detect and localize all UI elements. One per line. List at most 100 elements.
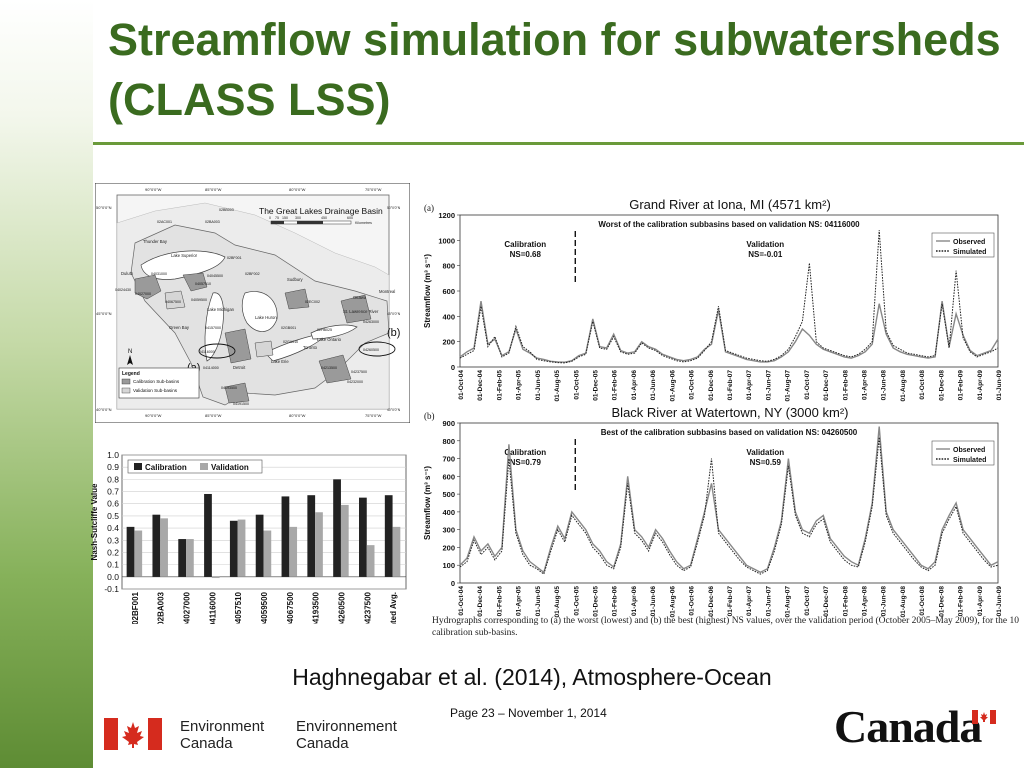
bar-category-label: Weighted Avg. — [389, 592, 398, 624]
map-legend-title: Legend — [122, 371, 140, 377]
bar-y-tick-label: 0.9 — [107, 462, 119, 472]
bar-y-tick-label: 0.0 — [107, 572, 119, 582]
left-latitude-label: 45°0'0"N — [96, 311, 112, 316]
map-station-label: 02GA010 — [283, 340, 298, 344]
map-place-label: Lake Erie — [271, 359, 289, 364]
hydrograph-x-tick-label: 01-Dec-08 — [938, 586, 945, 617]
bar-legend-swatch — [134, 463, 142, 470]
scale-unit: Kilometres — [355, 221, 372, 225]
map-station-label: 04059500 — [191, 298, 207, 302]
validation-ns: NS=-0.01 — [748, 250, 783, 259]
map-station-label: 04067500 — [165, 300, 181, 304]
footer-french-line2: Canada — [296, 735, 349, 752]
hydrograph-legend — [931, 232, 995, 258]
bar-calibration-04260500 — [333, 479, 341, 577]
map-station-label: 04193500 — [221, 386, 237, 390]
hydrograph-x-tick-label: 01-Dec-06 — [708, 370, 715, 401]
map-station-label: 04232000 — [347, 380, 363, 384]
hydrograph-y-tick-label: 800 — [442, 262, 455, 271]
bar-calibration-02BF001 — [126, 526, 135, 577]
scale-bar — [270, 220, 352, 225]
bar-y-tick-label: 0.5 — [107, 511, 119, 521]
bar-y-tick-label: 0.2 — [107, 547, 119, 557]
hydrograph-x-tick-label: 01-Jun-07 — [765, 586, 772, 617]
hydrograph-x-tick-label: 01-Aug-08 — [900, 370, 907, 402]
hydrograph-x-tick-label: 01-Jun-05 — [535, 370, 542, 401]
hydrograph-x-tick-label: 01-Dec-08 — [938, 370, 945, 401]
bar-legend-swatch — [200, 463, 208, 470]
hydrograph-y-tick-label: 0 — [451, 579, 455, 588]
hydrograph-y-tick-label: 300 — [442, 526, 455, 535]
map-legend-calibration: Calibration Sub-basins — [133, 379, 180, 384]
map-station-label: 04024430 — [115, 288, 131, 292]
map-place-label: Ottawa — [353, 295, 367, 300]
hydrograph-x-tick-label: 01-Aug-08 — [900, 586, 907, 618]
hydrograph-x-tick-label: 01-Jun-05 — [535, 586, 542, 617]
hydrograph-x-tick-label: 01-Apr-05 — [516, 586, 523, 616]
bar-category-label: 04059500 — [260, 591, 269, 624]
hydrograph-x-tick-label: 01-Jun-09 — [996, 370, 1003, 401]
hydrograph-legend-label: Simulated — [953, 457, 986, 464]
bar-validation-04027000 — [186, 539, 194, 577]
hydrograph-y-tick-label: 600 — [442, 472, 455, 481]
bar-category-label: 02BF001 — [131, 591, 140, 624]
bar-legend-label: Validation — [211, 463, 249, 472]
hydrograph-y-tick-label: 200 — [442, 543, 455, 552]
hydrograph-x-tick-label: 01-Apr-06 — [631, 370, 638, 400]
top-longitude-label: 75°0'0"W — [365, 187, 382, 192]
hydrograph-x-tick-label: 01-Jun-09 — [996, 586, 1003, 617]
map-station-label: 04114000 — [203, 366, 219, 370]
bar-calibration-04027000 — [178, 539, 187, 577]
map-station-label: 04031000 — [151, 272, 167, 276]
map-place-label: Detroit — [233, 365, 246, 370]
bar-y-tick-label: 0.6 — [107, 499, 119, 509]
hydrograph-x-tick-label: 01-Oct-08 — [919, 586, 926, 616]
hydrograph-x-tick-label: 01-Oct-04 — [458, 586, 465, 616]
bar-validation-02BF001 — [134, 530, 143, 577]
hydrograph-y-tick-label: 500 — [442, 490, 455, 499]
map-station-label: 04157000 — [205, 326, 221, 330]
right-latitude-label: 45°0'0"N — [387, 312, 401, 316]
hydrograph-x-tick-label: 01-Aug-07 — [785, 586, 792, 618]
hydrograph-x-tick-label: 01-Feb-08 — [842, 586, 849, 617]
bar-y-tick-label: 1.0 — [107, 450, 119, 460]
map-station-label: 04057510 — [195, 282, 211, 286]
scale-label: 150 — [282, 216, 288, 220]
marker-b: (b) — [387, 327, 400, 339]
hydrograph-x-tick-label: 01-Apr-07 — [746, 586, 753, 616]
hydrograph-observed-line — [459, 300, 999, 363]
hydrograph-panel-label: (a) — [424, 203, 434, 213]
bar-category-label: 04067500 — [286, 591, 295, 624]
map-station-label: 02BF001 — [227, 256, 242, 260]
footer-french-line1: Environnement — [296, 718, 397, 735]
hydrograph-panels: Grand River at Iona, MI (4571 km²) (a) Wor… — [423, 197, 1019, 638]
calibration-label: Calibration — [504, 448, 546, 457]
bar-category-label: 04237500 — [363, 591, 372, 624]
bar-legend-label: Calibration — [145, 463, 187, 472]
validation-label: Validation — [746, 240, 784, 249]
hydrograph-x-tick-label: 01-Jun-08 — [881, 586, 888, 617]
hydrograph-x-tick-label: 01-Aug-05 — [554, 586, 561, 618]
green-sidebar — [0, 0, 93, 768]
map-station-label: 04237500 — [351, 370, 367, 374]
map-station-label: 02EC002 — [305, 300, 320, 304]
top-longitude-label: 80°0'0"W — [289, 187, 306, 192]
hydrograph-x-tick-label: 01-Apr-08 — [862, 586, 869, 616]
hydrograph-x-tick-label: 01-Feb-07 — [727, 370, 734, 401]
map-place-label: Lake Ontario — [317, 337, 342, 342]
map-station-label: 04045500 — [207, 274, 223, 278]
bar-validation-02BA003 — [160, 518, 168, 577]
bar-y-axis-label: Nash-Sutcliffe Value — [90, 483, 99, 560]
hydrograph-x-tick-label: 01-Oct-06 — [689, 586, 696, 616]
validation-label: Validation — [746, 448, 784, 457]
map-station-label: 02AC001 — [157, 220, 172, 224]
hydrograph-x-tick-label: 01-Aug-07 — [785, 370, 792, 402]
hydrograph-x-tick-label: 01-Dec-04 — [477, 370, 484, 401]
map-station-label: 02BF002 — [245, 272, 260, 276]
hydrograph-legend-label: Observed — [953, 447, 985, 454]
calibration-ns: NS=0.68 — [510, 250, 542, 259]
hydrograph-x-tick-label: 01-Oct-06 — [689, 370, 696, 400]
hydrograph-x-tick-label: 01-Dec-05 — [593, 586, 600, 617]
scale-label: 75 — [275, 216, 279, 220]
hydrograph-caption-line2: calibration sub-basins. — [432, 628, 517, 638]
